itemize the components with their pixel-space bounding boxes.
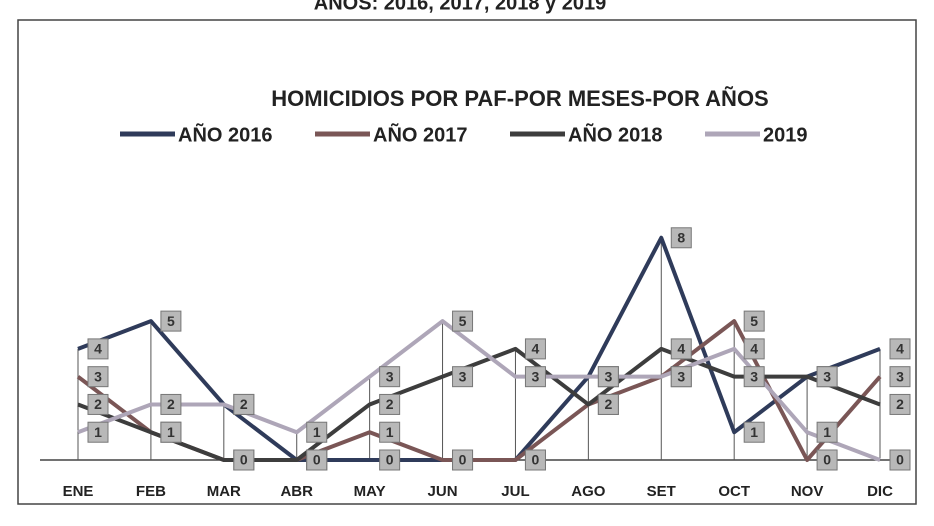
data-label-box xyxy=(306,421,328,443)
data-label-box xyxy=(160,310,182,332)
data-label: 0 xyxy=(532,452,540,468)
x-tick-label: NOV xyxy=(791,483,824,500)
data-label: 3 xyxy=(896,368,904,384)
x-tick-label: ABR xyxy=(280,483,313,500)
data-label: 1 xyxy=(94,424,102,440)
data-label-box xyxy=(452,366,474,388)
data-label: 0 xyxy=(386,452,394,468)
data-label: 2 xyxy=(604,396,612,412)
data-label-box xyxy=(87,366,109,388)
data-label: 1 xyxy=(823,424,831,440)
data-label: 4 xyxy=(896,341,904,357)
chart-frame xyxy=(17,19,917,505)
data-label-box xyxy=(670,227,692,249)
data-label-box xyxy=(743,366,765,388)
data-label-box xyxy=(87,393,109,415)
legend-label: AÑO 2018 xyxy=(568,123,663,146)
page-heading: AÑOS: 2016, 2017, 2018 y 2019 xyxy=(314,0,606,14)
data-label: 3 xyxy=(677,368,685,384)
data-label-box xyxy=(233,449,255,471)
data-label: 1 xyxy=(750,424,758,440)
data-label: 2 xyxy=(167,396,175,412)
chart-title: HOMICIDIOS POR PAF-POR MESES-POR AÑOS xyxy=(271,86,768,111)
data-label-box xyxy=(452,310,474,332)
data-label: 2 xyxy=(896,396,904,412)
data-label: 3 xyxy=(459,368,467,384)
data-label: 5 xyxy=(167,313,175,329)
data-label-box xyxy=(233,393,255,415)
data-label-box xyxy=(379,449,401,471)
data-label: 0 xyxy=(240,452,248,468)
x-tick-label: JUN xyxy=(428,483,458,500)
data-label-box xyxy=(743,421,765,443)
x-tick-label: AGO xyxy=(571,483,606,500)
data-label: 0 xyxy=(313,452,321,468)
data-label-box xyxy=(379,393,401,415)
x-tick-label: DIC xyxy=(867,483,893,500)
series-line xyxy=(77,319,881,462)
data-label: 2 xyxy=(386,396,394,412)
data-label-box xyxy=(597,393,619,415)
data-label: 3 xyxy=(532,368,540,384)
data-label: 5 xyxy=(459,313,467,329)
data-label-box xyxy=(889,449,911,471)
data-label: 4 xyxy=(750,341,758,357)
x-tick-label: MAR xyxy=(207,483,241,500)
data-label-box xyxy=(379,421,401,443)
x-tick-label: MAY xyxy=(354,483,386,500)
data-label: 0 xyxy=(896,452,904,468)
data-label: 1 xyxy=(167,424,175,440)
data-label: 0 xyxy=(823,452,831,468)
data-label: 1 xyxy=(386,424,394,440)
data-label-box xyxy=(889,393,911,415)
data-label-box xyxy=(816,449,838,471)
data-label-box xyxy=(816,366,838,388)
data-label-box xyxy=(160,421,182,443)
data-label-box xyxy=(670,366,692,388)
data-label: 3 xyxy=(823,368,831,384)
legend-label: 2019 xyxy=(763,124,808,146)
x-tick-label: ENE xyxy=(63,483,94,500)
data-label: 2 xyxy=(94,396,102,412)
x-tick-label: OCT xyxy=(718,483,750,500)
data-label: 4 xyxy=(94,341,102,357)
x-tick-label: JUL xyxy=(501,483,529,500)
data-label: 1 xyxy=(313,424,321,440)
data-label-box xyxy=(452,449,474,471)
data-label-box xyxy=(597,366,619,388)
data-label: 8 xyxy=(677,229,685,245)
legend-label: AÑO 2017 xyxy=(373,123,468,146)
data-label-box xyxy=(306,449,328,471)
data-label-box xyxy=(816,421,838,443)
data-label: 4 xyxy=(677,341,685,357)
data-label-box xyxy=(524,449,546,471)
legend-label: AÑO 2016 xyxy=(178,123,273,146)
data-label: 4 xyxy=(532,341,540,357)
data-label-box xyxy=(743,310,765,332)
data-label: 3 xyxy=(750,368,758,384)
data-label: 0 xyxy=(459,452,467,468)
data-label: 3 xyxy=(604,368,612,384)
x-tick-label: FEB xyxy=(136,483,166,500)
data-label-box xyxy=(743,338,765,360)
data-label-box xyxy=(87,338,109,360)
data-label-box xyxy=(889,338,911,360)
data-label-box xyxy=(670,338,692,360)
data-label-box xyxy=(889,366,911,388)
data-label: 3 xyxy=(386,368,394,384)
data-label-box xyxy=(524,366,546,388)
x-tick-label: SET xyxy=(647,483,676,500)
data-label: 5 xyxy=(750,313,758,329)
data-label-box xyxy=(160,393,182,415)
data-label-box xyxy=(379,366,401,388)
data-label-box xyxy=(87,421,109,443)
data-label: 3 xyxy=(94,368,102,384)
data-label: 2 xyxy=(240,396,248,412)
data-label-box xyxy=(524,338,546,360)
